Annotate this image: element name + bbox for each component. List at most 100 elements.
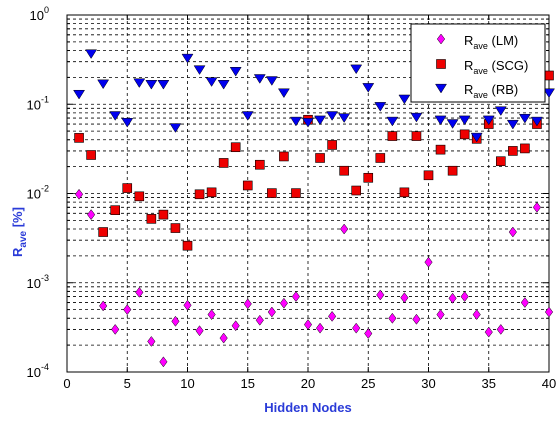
data-point [207, 309, 216, 320]
x-ticks: 0 5 10 15 20 25 30 35 40 [63, 15, 556, 391]
data-point [508, 146, 518, 156]
data-point [206, 187, 217, 198]
data-point [195, 325, 204, 337]
data-point [532, 201, 542, 213]
data-point [410, 112, 423, 123]
legend-label-main: R [464, 58, 473, 73]
data-point [424, 256, 433, 268]
legend-box [410, 23, 546, 103]
data-point [326, 111, 339, 121]
data-point [86, 150, 96, 160]
data-point [87, 209, 96, 221]
legend-label-scg: Rave (SCG) [464, 58, 528, 76]
data-point [315, 322, 325, 334]
data-point [459, 129, 470, 140]
data-point [241, 111, 254, 121]
data-point [484, 326, 493, 338]
data-point [470, 132, 483, 143]
y-axis-label-main: R [10, 247, 25, 257]
series-lm [74, 188, 554, 368]
data-point [446, 119, 459, 129]
data-point [230, 142, 241, 153]
data-point [159, 356, 168, 368]
x-tick-label: 25 [361, 376, 375, 391]
data-point [74, 133, 84, 143]
y-tick-base: 10 [27, 365, 41, 380]
legend-entry-lm: Rave (LM) [436, 33, 518, 51]
data-point [123, 304, 132, 316]
data-point [302, 118, 314, 128]
legend-label-tail: (SCG) [488, 58, 528, 73]
legend-label-main: R [464, 33, 473, 48]
data-point [99, 300, 108, 312]
data-point [315, 153, 325, 163]
legend-entry-rb: Rave (RB) [435, 82, 518, 100]
data-point [543, 88, 555, 99]
y-axis-label-sub: ave [18, 230, 29, 247]
data-point [494, 106, 507, 116]
data-point [387, 131, 398, 141]
data-point [364, 328, 373, 339]
data-point [386, 116, 399, 127]
data-point [73, 89, 86, 100]
data-point [243, 298, 252, 310]
data-point [146, 214, 157, 224]
data-point [267, 188, 277, 198]
y-tick-base: 10 [30, 8, 44, 23]
data-point [520, 143, 530, 154]
y-tick-label: 10-4 [27, 362, 49, 380]
data-point [242, 180, 253, 191]
data-point [506, 119, 519, 130]
data-point [423, 170, 434, 181]
data-point [291, 291, 301, 302]
data-point [255, 159, 265, 170]
legend-label-rb: Rave (RB) [464, 82, 518, 100]
y-tick-label: 10-1 [27, 94, 49, 112]
data-point [134, 191, 145, 202]
data-point [339, 165, 349, 176]
data-point [231, 320, 240, 332]
data-point [229, 67, 242, 77]
legend-label-tail: (LM) [488, 33, 518, 48]
data-point [458, 115, 471, 126]
data-point [544, 70, 554, 81]
y-tick-label: 10-3 [27, 273, 49, 291]
legend-label-lm: Rave (LM) [464, 33, 518, 51]
x-tick-label: 35 [482, 376, 496, 391]
data-point [399, 187, 410, 198]
data-point [111, 324, 120, 335]
data-point [255, 314, 264, 326]
data-point [412, 313, 421, 325]
x-tick-label: 15 [241, 376, 255, 391]
legend-marker-triangle [435, 83, 447, 94]
y-tick-base: 10 [27, 276, 41, 291]
y-tick-label: 100 [30, 5, 49, 23]
data-point [376, 289, 385, 301]
data-point [133, 78, 146, 88]
data-point [217, 80, 230, 90]
data-point [544, 306, 554, 318]
data-point [147, 336, 156, 347]
data-point [74, 188, 84, 200]
x-tick-label: 20 [301, 376, 315, 391]
series [73, 49, 555, 368]
data-point [495, 156, 506, 167]
data-point [291, 188, 301, 198]
data-point [482, 115, 495, 126]
data-point [328, 310, 337, 322]
data-point [157, 80, 170, 90]
y-tick-exponent: -2 [41, 184, 49, 194]
data-point [169, 123, 182, 133]
legend-marker-square [436, 59, 446, 69]
data-point [158, 209, 169, 220]
data-point [352, 322, 361, 334]
series-rb [73, 49, 555, 143]
data-point [314, 115, 327, 126]
data-point [279, 297, 288, 309]
data-point [375, 153, 386, 163]
data-point [472, 309, 481, 320]
data-point [363, 172, 374, 183]
data-point [303, 319, 313, 330]
data-point [218, 158, 229, 168]
data-point [530, 116, 543, 127]
